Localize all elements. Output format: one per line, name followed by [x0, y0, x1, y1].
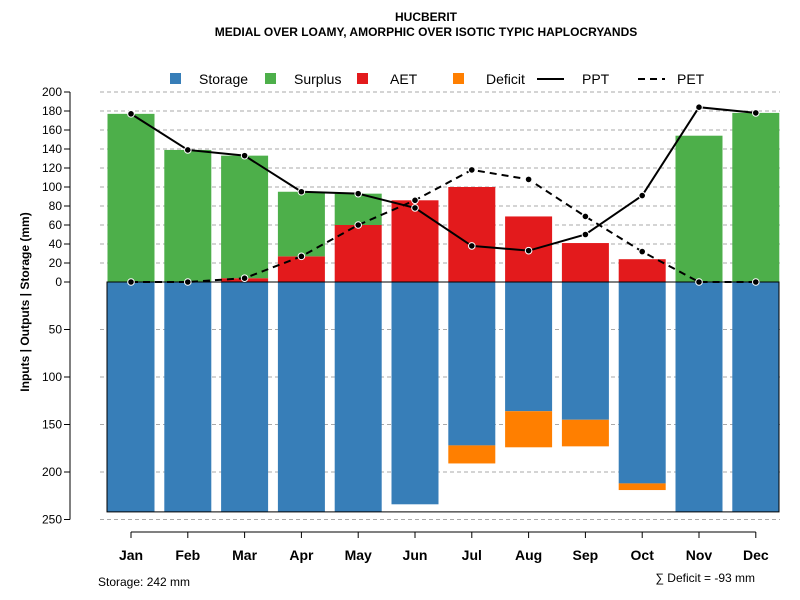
y-tick-label: 250	[42, 513, 62, 527]
chart-subtitle: MEDIAL OVER LOAMY, AMORPHIC OVER ISOTIC …	[215, 25, 637, 39]
ppt-point	[411, 204, 419, 212]
chart-title: HUCBERIT	[395, 10, 458, 24]
deficit-note: ∑ Deficit = -93 mm	[655, 571, 755, 585]
pet-point	[240, 274, 249, 283]
y-tick-label: 20	[49, 256, 63, 270]
x-tick-label: Feb	[175, 547, 200, 563]
ppt-point	[581, 230, 590, 239]
ppt-point	[297, 187, 306, 196]
storage-bar	[675, 282, 723, 512]
ppt-point	[695, 103, 703, 111]
legend-label: Deficit	[486, 71, 525, 87]
storage-bar	[618, 282, 666, 484]
pet-point	[354, 221, 363, 229]
ppt-point	[354, 189, 363, 198]
storage-bar	[732, 282, 780, 512]
storage-bar	[334, 282, 382, 512]
x-tick-label: Nov	[686, 547, 713, 563]
y-tick-label: 80	[49, 199, 63, 213]
y-tick-label: 40	[49, 237, 63, 251]
surplus-bar	[107, 113, 155, 282]
storage-bar	[277, 282, 325, 512]
legend-swatch	[357, 73, 368, 84]
x-tick-label: Mar	[232, 547, 257, 563]
aet-bar	[561, 243, 609, 282]
ppt-point	[638, 191, 647, 200]
ppt-line	[130, 106, 756, 252]
storage-note: Storage: 242 mm	[98, 575, 190, 589]
storage-bar	[391, 282, 439, 505]
y-tick-label: 60	[49, 218, 63, 232]
deficit-bar	[448, 445, 496, 464]
x-tick-label: Jan	[119, 547, 143, 563]
ppt-point	[240, 151, 249, 160]
aet-bar	[391, 200, 439, 282]
surplus-bar	[221, 155, 269, 279]
y-tick-label: 100	[42, 370, 62, 384]
pet-point	[695, 278, 703, 286]
x-tick-label: Sep	[573, 547, 599, 563]
deficit-bar	[561, 419, 609, 447]
x-tick-label: May	[345, 547, 372, 563]
storage-bar	[561, 282, 609, 420]
storage-bar	[448, 282, 496, 446]
surplus-bar	[277, 191, 325, 257]
legend-label: Storage	[199, 71, 248, 87]
y-tick-label: 0	[55, 275, 62, 289]
ppt-point	[752, 109, 760, 117]
x-tick-label: Oct	[631, 547, 655, 563]
x-tick-label: Apr	[289, 547, 314, 563]
legend-label: AET	[390, 71, 418, 87]
ppt-point	[468, 242, 476, 250]
pet-point	[638, 247, 647, 256]
legend-swatch	[453, 73, 464, 84]
y-tick-label: 140	[42, 142, 62, 156]
pet-point	[524, 175, 533, 184]
ppt-point	[524, 246, 533, 255]
legend-swatch	[170, 73, 181, 84]
x-tick-label: Jul	[462, 547, 482, 563]
pet-point	[581, 212, 590, 221]
deficit-bar	[618, 483, 666, 491]
y-tick-label: 180	[42, 104, 62, 118]
y-tick-label: 150	[42, 418, 62, 432]
x-tick-label: Dec	[743, 547, 769, 563]
pet-line	[131, 168, 756, 283]
legend-label: PET	[677, 71, 705, 87]
storage-bar	[505, 282, 553, 412]
surplus-bar	[164, 149, 212, 282]
storage-bar	[221, 282, 269, 512]
y-tick-label: 200	[42, 465, 62, 479]
surplus-bar	[732, 112, 780, 283]
ppt-point	[127, 110, 135, 118]
surplus-bar	[675, 135, 723, 282]
pet-point	[752, 278, 760, 286]
ppt-point	[184, 146, 192, 154]
aet-bar	[618, 259, 666, 282]
y-tick-label: 100	[42, 180, 62, 194]
aet-bar	[277, 256, 325, 282]
legend-swatch	[265, 73, 276, 84]
y-tick-label: 160	[42, 123, 62, 137]
legend-label: PPT	[582, 71, 610, 87]
legend-label: Surplus	[294, 71, 341, 87]
y-tick-label: 200	[42, 85, 62, 99]
y-axis-label: Inputs | Outputs | Storage (mm)	[18, 212, 32, 391]
x-tick-label: Aug	[515, 547, 542, 563]
pet-point	[297, 252, 306, 261]
storage-bar	[164, 282, 212, 512]
pet-point	[127, 278, 135, 286]
storage-bar	[107, 282, 155, 512]
pet-point	[184, 278, 192, 286]
deficit-bar	[505, 411, 553, 448]
y-tick-label: 120	[42, 161, 62, 175]
pet-point	[468, 166, 476, 174]
y-tick-label: 50	[49, 323, 63, 337]
x-tick-label: Jun	[403, 547, 428, 563]
surplus-bar	[334, 193, 382, 225]
pet-point	[411, 196, 419, 205]
